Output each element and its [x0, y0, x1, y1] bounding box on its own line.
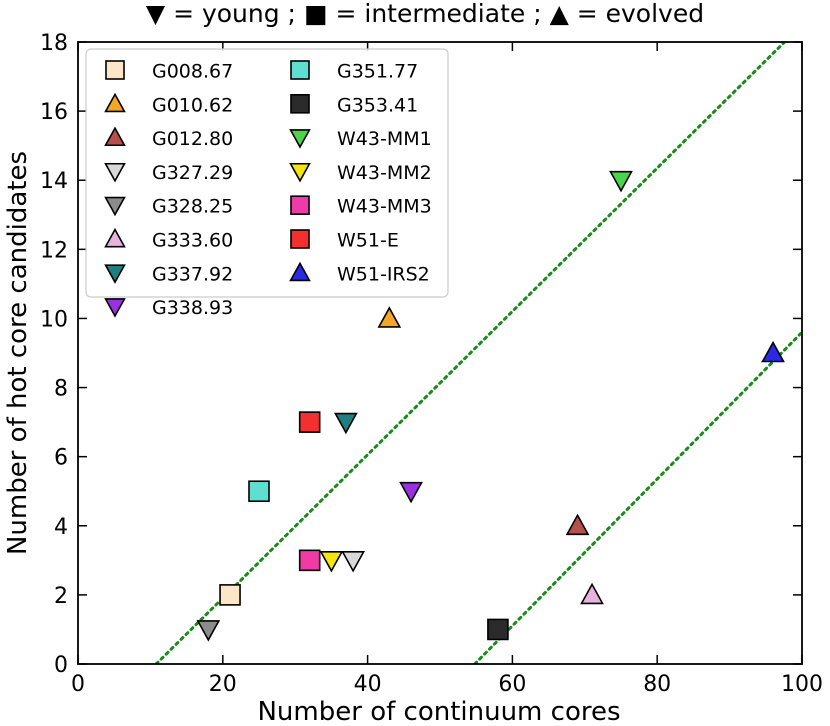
x-axis-label: Number of continuum cores: [257, 697, 620, 726]
y-tick-label: 16: [40, 100, 68, 125]
legend-marker-g327-29: [104, 162, 126, 183]
data-point-w51-irs2: [761, 340, 785, 363]
legend-marker-g008-67: [105, 60, 125, 80]
data-point-g351-77: [248, 480, 270, 503]
legend-label-g351-77: G351.77: [337, 61, 418, 83]
legend-label-w43-mm2: W43-MM2: [337, 162, 432, 184]
legend-label-w43-mm1: W43-MM1: [337, 128, 432, 150]
plot-frame: [77, 41, 803, 665]
legend-label-g333-60: G333.60: [152, 230, 233, 252]
legend-label-w51-irs2: W51-IRS2: [337, 263, 430, 285]
data-point-w51-e: [298, 411, 321, 433]
legend-label-w43-mm3: W43-MM3: [337, 196, 432, 218]
legend-label-g328-25: G328.25: [152, 196, 233, 218]
y-tick-label: 14: [40, 169, 68, 194]
legend-marker-w43-mm2: [289, 162, 311, 183]
legend-marker-g010-62: [104, 92, 126, 113]
legend-label-g338-93: G338.93: [152, 297, 233, 319]
legend-label-g337-92: G337.92: [152, 263, 233, 285]
data-point-g010-62: [377, 306, 402, 328]
x-tick-label: 60: [498, 672, 526, 697]
data-point-g337-92: [334, 412, 358, 435]
legend-label-g012-80: G012.80: [152, 128, 233, 150]
legend-marker-g333-60: [104, 227, 126, 248]
data-point-w43-mm1: [609, 170, 633, 193]
legend-marker-g353-41: [290, 94, 310, 114]
legend-marker-g012-80: [104, 126, 126, 147]
y-axis-label: Number of hot core candidates: [3, 151, 33, 555]
data-point-g012-80: [565, 513, 590, 536]
x-tick-label: 40: [354, 672, 382, 697]
legend-label-g008-67: G008.67: [152, 61, 233, 83]
plot-area: 0 20 40 60 80 100 0 2 4 6 8 10 12 14 16 18 G008.67 G010.6…: [40, 31, 823, 697]
y-tick-label: 18: [40, 31, 68, 56]
legend-label-g327-29: G327.29: [152, 162, 233, 184]
chart-title: ▼ = young ; ■ = intermediate ; ▲ = evolv…: [146, 0, 704, 28]
legend-marker-w43-mm1: [289, 129, 311, 149]
data-point-g328-25: [196, 620, 221, 642]
legend-label-g353-41: G353.41: [337, 94, 418, 116]
legend-marker-w51-irs2: [289, 261, 311, 282]
y-tick-label: 2: [54, 584, 68, 609]
legend-marker-g338-93: [104, 298, 126, 318]
data-point-g008-67: [219, 584, 241, 606]
y-tick-label: 4: [54, 515, 68, 540]
data-point-g353-41: [487, 618, 509, 641]
x-tick-label: 100: [781, 672, 823, 697]
legend-marker-w43-mm3: [290, 195, 310, 215]
legend-marker-w51-e: [290, 229, 310, 249]
data-point-w43-mm3: [298, 549, 321, 572]
x-tick-label: 80: [643, 672, 671, 697]
legend-marker-g351-77: [290, 60, 310, 80]
reference-line-1: [154, 42, 787, 664]
data-point-g338-93: [399, 481, 423, 504]
legend-label-w51-e: W51-E: [337, 230, 399, 252]
y-tick-label: 0: [54, 653, 68, 678]
data-point-w43-mm2: [319, 551, 344, 573]
y-tick-label: 8: [54, 377, 68, 402]
y-tick-label: 10: [40, 307, 68, 332]
x-tick-label: 0: [71, 672, 85, 697]
y-tick-label: 12: [40, 238, 68, 263]
data-point-g327-29: [341, 551, 365, 573]
legend-marker-g337-92: [104, 264, 126, 284]
legend: G008.67 G010.62 G012.80 G327.29 G328.25 G333.…: [85, 48, 449, 319]
y-tick-label: 6: [54, 446, 68, 471]
reference-line-2: [473, 330, 802, 664]
data-point-g333-60: [580, 582, 604, 605]
legend-marker-g328-25: [104, 196, 126, 217]
x-tick-label: 20: [209, 672, 237, 697]
legend-box: [85, 48, 449, 298]
legend-label-g010-62: G010.62: [152, 94, 233, 116]
